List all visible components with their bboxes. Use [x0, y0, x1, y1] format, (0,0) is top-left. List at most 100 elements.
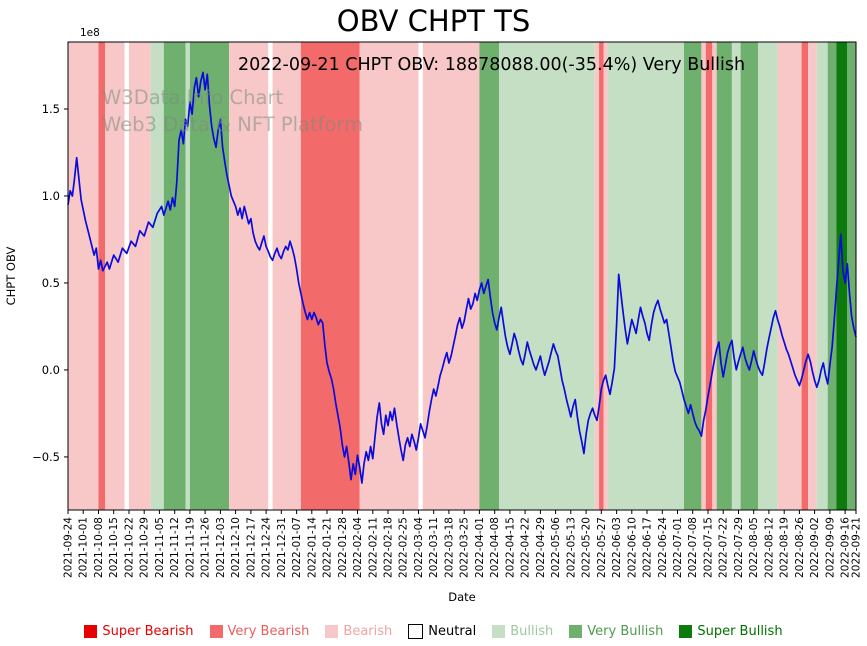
sentiment-band-neutral — [268, 42, 273, 510]
sentiment-band-very_bullish — [716, 42, 732, 510]
sentiment-band-bullish — [607, 42, 684, 510]
x-tick-label: 2021-10-08 — [93, 517, 105, 578]
y-axis-offset-label: 1e8 — [80, 27, 100, 39]
sentiment-band-bullish — [731, 42, 741, 510]
sentiment-band-bearish — [701, 42, 706, 510]
x-tick-label: 2022-08-12 — [763, 517, 775, 578]
plot-border — [67, 41, 857, 511]
sentiment-band-bearish — [68, 42, 99, 510]
x-tick-label: 2022-07-08 — [687, 517, 699, 578]
x-tick-label: 2022-05-13 — [565, 517, 577, 578]
legend-swatch-very_bearish — [209, 625, 223, 638]
x-tick-label: 2022-05-20 — [581, 517, 593, 578]
y-tick-label: −0.5 — [32, 450, 60, 464]
obv-line — [67, 71, 857, 484]
legend-label-super_bearish: Super Bearish — [102, 624, 194, 639]
legend-label-bearish: Bearish — [343, 624, 393, 639]
sentiment-band-bearish — [594, 42, 600, 510]
x-tick-label: 2022-02-04 — [352, 517, 364, 578]
x-tick-label: 2022-03-18 — [443, 517, 455, 578]
sentiment-band-very_bullish — [684, 42, 702, 510]
sentiment-band-bearish — [777, 42, 802, 510]
sentiment-band-super_bullish — [836, 42, 848, 510]
sentiment-band-bearish — [422, 42, 480, 510]
legend-label-very_bullish: Very Bullish — [587, 624, 664, 639]
y-tick-label: 1.5 — [42, 102, 60, 116]
x-tick-label: 2022-07-22 — [718, 517, 730, 578]
y-tick-label: 0.5 — [42, 276, 60, 290]
sentiment-band-bearish — [603, 42, 608, 510]
legend-label-neutral: Neutral — [428, 624, 477, 639]
sentiment-band-very_bearish — [801, 42, 809, 510]
legend-item-bearish: Bearish — [325, 624, 392, 639]
sentiment-band-very_bullish — [740, 42, 758, 510]
sentiment-band-bullish — [758, 42, 778, 510]
sentiment-band-bullish — [150, 42, 164, 510]
sentiment-band-very_bullish — [847, 42, 856, 510]
legend-label-bullish: Bullish — [510, 624, 554, 639]
x-tick-label: 2021-11-26 — [200, 517, 212, 578]
legend-item-very_bullish: Very Bullish — [569, 624, 663, 639]
x-tick-label: 2022-01-07 — [291, 517, 303, 578]
x-tick-label: 2021-12-03 — [215, 517, 227, 578]
x-tick-label: 2022-09-16 — [840, 517, 852, 578]
y-tick-label: 1.0 — [42, 189, 60, 203]
legend-item-super_bearish: Super Bearish — [84, 624, 194, 639]
x-tick-label: 2022-06-03 — [611, 517, 623, 578]
x-tick-label: 2022-04-22 — [520, 517, 532, 578]
x-tick-label: 2022-05-27 — [596, 517, 608, 578]
legend-item-bullish: Bullish — [492, 624, 553, 639]
x-tick-label: 2022-03-04 — [413, 517, 425, 578]
sentiment-band-bearish — [105, 42, 125, 510]
x-tick-label: 2022-06-24 — [657, 517, 669, 578]
legend-item-neutral: Neutral — [408, 624, 476, 639]
sentiment-band-bearish — [129, 42, 151, 510]
x-tick-label: 2021-09-24 — [63, 517, 75, 578]
sentiment-band-bearish — [359, 42, 419, 510]
sentiment-bands — [68, 42, 856, 510]
x-tick-label: 2022-04-08 — [489, 517, 501, 578]
sentiment-band-very_bearish — [98, 42, 105, 510]
sentiment-band-very_bearish — [705, 42, 713, 510]
legend-label-super_bullish: Super Bullish — [697, 624, 783, 639]
x-tick-label: 2022-07-01 — [672, 517, 684, 578]
sentiment-band-neutral — [418, 42, 423, 510]
x-tick-label: 2021-10-29 — [139, 517, 151, 578]
sentiment-band-neutral — [124, 42, 129, 510]
legend-item-very_bearish: Very Bearish — [209, 624, 310, 639]
x-tick-label: 2022-02-11 — [367, 517, 379, 578]
x-tick-label: 2021-10-01 — [78, 517, 90, 578]
y-axis-label: CHPT OBV — [4, 246, 18, 305]
legend-label-very_bearish: Very Bearish — [227, 624, 310, 639]
x-tick-label: 2022-04-29 — [535, 517, 547, 578]
legend-swatch-super_bullish — [679, 625, 693, 638]
x-tick-label: 2022-04-15 — [504, 517, 516, 578]
x-tick-label: 2022-02-18 — [383, 517, 395, 578]
sentiment-band-bearish — [229, 42, 269, 510]
x-tick-label: 2022-08-05 — [748, 517, 760, 578]
x-tick-label: 2022-03-11 — [428, 517, 440, 578]
sentiment-band-very_bearish — [300, 42, 360, 510]
sentiment-band-very_bullish — [827, 42, 837, 510]
x-tick-label: 2021-12-17 — [245, 517, 257, 578]
x-tick-label: 2022-05-06 — [550, 517, 562, 578]
x-tick-label: 2021-12-10 — [230, 517, 242, 578]
x-tick-label: 2022-01-28 — [337, 517, 349, 578]
x-tick-label: 2022-07-15 — [703, 517, 715, 578]
x-tick-label: 2022-09-09 — [824, 517, 836, 578]
x-tick-label: 2022-02-25 — [398, 517, 410, 578]
sentiment-band-bullish — [816, 42, 828, 510]
latest-value-annotation: 2022-09-21 CHPT OBV: 18878088.00(-35.4%)… — [238, 55, 746, 75]
sentiment-band-bearish — [272, 42, 301, 510]
legend-swatch-neutral — [408, 624, 424, 639]
x-tick-label: 2022-06-10 — [626, 517, 638, 578]
sentiment-band-very_bullish — [479, 42, 499, 510]
x-tick-label: 2022-07-29 — [733, 517, 745, 578]
x-tick-label: 2022-01-21 — [322, 517, 334, 578]
sentiment-band-very_bearish — [599, 42, 604, 510]
x-tick-label: 2022-01-14 — [306, 517, 318, 578]
x-tick-label: 2021-10-15 — [108, 517, 120, 578]
x-tick-label: 2021-10-22 — [124, 517, 136, 578]
x-tick-label: 2022-03-25 — [459, 517, 471, 578]
